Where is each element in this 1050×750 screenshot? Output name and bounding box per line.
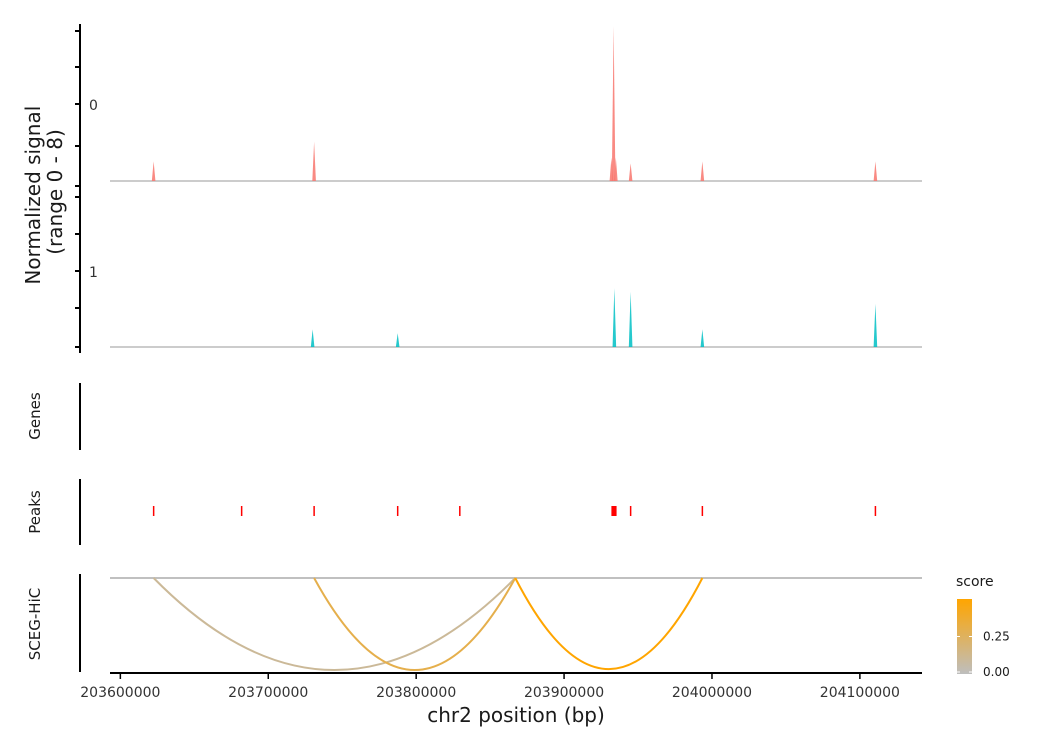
- coverage-peak-1-0: [310, 329, 315, 347]
- legend-colorbar: [957, 599, 972, 674]
- peak-feature-4: [459, 506, 461, 516]
- x-tick-label-5: 204100000: [820, 685, 900, 701]
- x-tick-label-4: 204000000: [672, 685, 752, 701]
- legend-break-label-1: 0.00: [983, 665, 1010, 679]
- x-tick-label-2: 203800000: [376, 685, 456, 701]
- peak-feature-8: [874, 506, 877, 516]
- legend-breaks: 0.25 0.00: [957, 630, 1010, 679]
- peak-feature-2: [313, 506, 315, 516]
- coverage-track-1: [310, 288, 878, 347]
- peak-feature-3: [396, 506, 399, 516]
- peak-feature-1: [240, 506, 243, 516]
- x-axis-title: chr2 position (bp): [427, 703, 605, 727]
- x-tick-label-3: 203900000: [524, 685, 604, 701]
- link-arc-0: [152, 577, 516, 671]
- legend-break-label-0: 0.25: [983, 630, 1010, 644]
- coverage-peak-0-0: [151, 161, 156, 181]
- coverage-peak-1-5: [873, 303, 878, 347]
- coverage-peak-1-3: [628, 292, 633, 347]
- coverage-y-ticks: [75, 30, 80, 348]
- coverage-peak-0-4: [614, 157, 618, 181]
- links-track: [152, 577, 704, 671]
- x-tick-label-1: 203700000: [228, 685, 308, 701]
- link-arc-1: [313, 577, 517, 671]
- peaks-track: [152, 506, 877, 516]
- peak-feature-0: [152, 506, 155, 516]
- genes-track-label: Genes: [26, 392, 44, 440]
- coverage-ylabel-line1: Normalized signal: [21, 106, 45, 285]
- links-track-label: SCEG-HiC: [26, 588, 44, 660]
- legend-title: score: [956, 574, 994, 590]
- coverage-peak-0-7: [873, 161, 878, 181]
- coverage-peak-1-1: [395, 333, 400, 347]
- coverage-track-0: [151, 25, 878, 182]
- coverage-ylabel: Normalized signal (range 0 - 8): [21, 99, 67, 284]
- coverage-group-label-1: 1: [89, 265, 98, 281]
- coverage-peak-0-5: [628, 163, 633, 181]
- coverage-peak-1-2: [612, 288, 617, 347]
- coverage-group-label-0: 0: [89, 98, 98, 114]
- coverage-peak-1-4: [700, 329, 705, 347]
- peaks-track-label: Peaks: [26, 490, 44, 534]
- peak-feature-6: [629, 506, 632, 516]
- coverage-peak-0-1: [312, 141, 316, 181]
- coverage-ylabel-line2: (range 0 - 8): [43, 129, 67, 255]
- peak-feature-5: [611, 506, 617, 516]
- peak-feature-7: [701, 506, 704, 516]
- coverage-peak-0-3: [609, 157, 614, 181]
- coverage-peak-0-2: [611, 25, 616, 182]
- x-axis-ticks: 203600000 203700000 203800000 203900000 2040…: [80, 673, 900, 701]
- link-arc-2: [514, 577, 704, 670]
- x-tick-label-0: 203600000: [80, 685, 160, 701]
- coverage-peak-0-6: [700, 161, 705, 181]
